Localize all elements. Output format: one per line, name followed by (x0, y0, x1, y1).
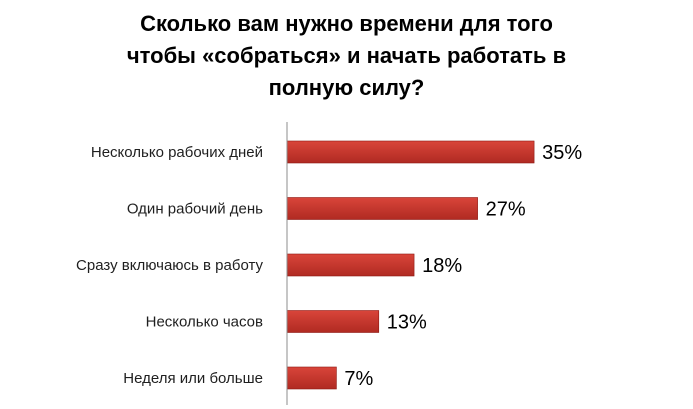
category-label: Сразу включаюсь в работу (76, 257, 263, 274)
chart-title-line-2: чтобы «собраться» и начать работать в (126, 43, 567, 68)
category-label: Неделя или больше (123, 370, 263, 387)
bar (286, 197, 478, 220)
chart-title-line-3: полную силу? (268, 75, 425, 100)
value-label: 7% (344, 368, 373, 390)
category-label: Один рабочий день (127, 201, 263, 218)
bar (286, 310, 380, 333)
bar (286, 366, 337, 390)
value-label: 27% (486, 199, 526, 221)
chart-title: Сколько вам нужно времени для того чтобы… (0, 8, 693, 104)
value-label: 13% (387, 312, 427, 334)
value-label: 18% (422, 255, 462, 277)
category-label: Несколько рабочих дней (91, 144, 263, 161)
chart-title-line-1: Сколько вам нужно времени для того (140, 11, 553, 36)
bar (286, 140, 535, 164)
category-label: Несколько часов (146, 314, 263, 331)
bar (286, 253, 415, 277)
value-label: 35% (542, 142, 582, 164)
